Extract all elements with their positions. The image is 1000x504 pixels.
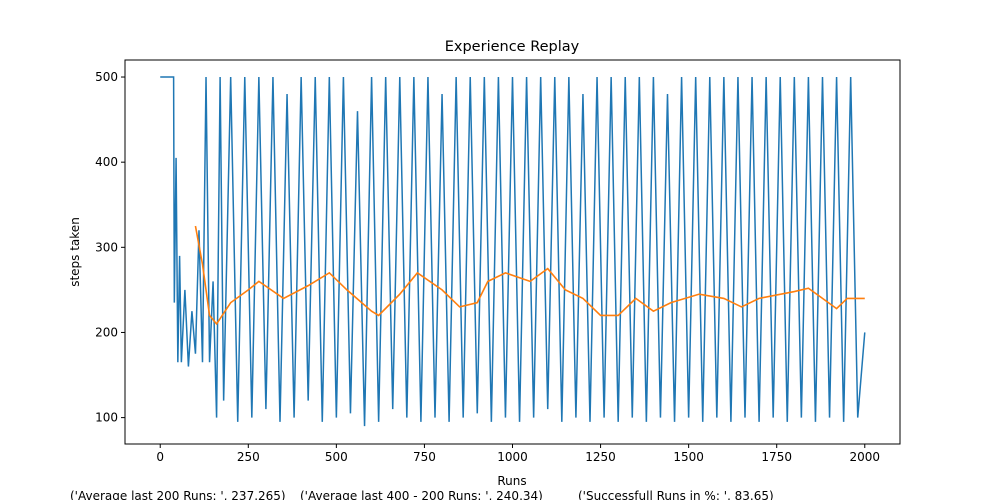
footer-text: ('Average last 400 - 200 Runs: ', 240.34… xyxy=(300,489,543,500)
footer-text: ('Successfull Runs in %: ', 83.65) xyxy=(578,489,774,500)
x-tick-label: 750 xyxy=(413,450,436,464)
footer-text: ('Average last 200 Runs: ', 237.265) xyxy=(70,489,286,500)
x-tick-label: 500 xyxy=(325,450,348,464)
x-tick-label: 1000 xyxy=(497,450,528,464)
series-line xyxy=(160,76,866,427)
x-tick-label: 1750 xyxy=(761,450,792,464)
y-axis-label: steps taken xyxy=(68,217,82,287)
x-tick-label: 0 xyxy=(156,450,164,464)
y-tick-label: 100 xyxy=(95,411,118,425)
x-tick-label: 1500 xyxy=(673,450,704,464)
y-tick-label: 500 xyxy=(95,70,118,84)
x-tick-label: 1250 xyxy=(585,450,616,464)
x-tick-label: 250 xyxy=(237,450,260,464)
x-tick-label: 2000 xyxy=(849,450,880,464)
y-tick-label: 300 xyxy=(95,240,118,254)
y-tick-label: 400 xyxy=(95,155,118,169)
series-line xyxy=(194,225,865,326)
chart-title: Experience Replay xyxy=(445,39,580,55)
x-axis-label: Runs xyxy=(497,474,526,488)
y-tick-label: 200 xyxy=(95,325,118,339)
